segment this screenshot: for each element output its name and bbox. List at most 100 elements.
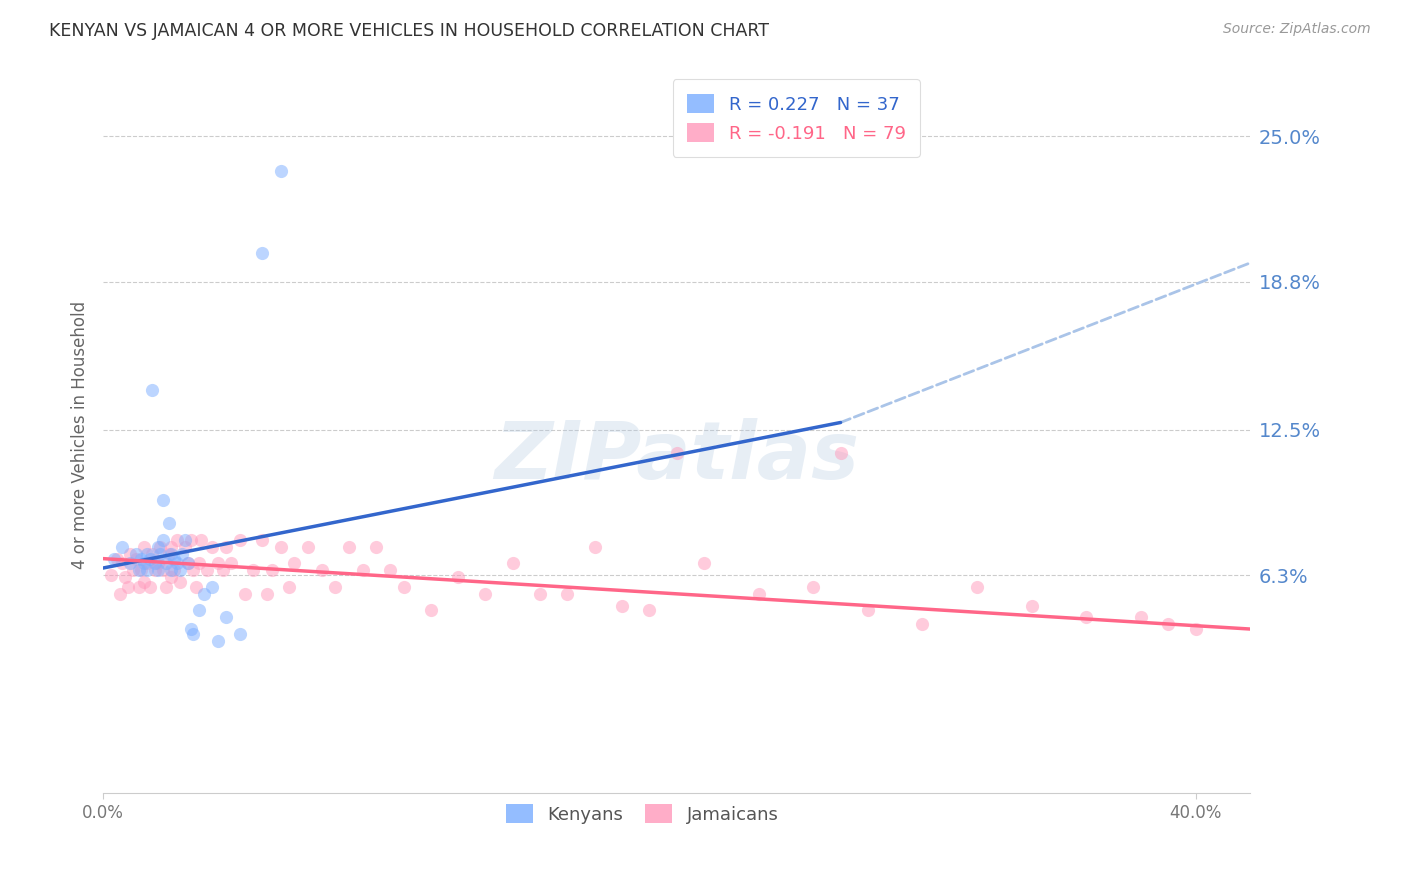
Point: [283, 557, 305, 571]
Point: [201, 580, 224, 594]
Point: [966, 580, 988, 594]
Point: [215, 540, 238, 554]
Point: [105, 551, 128, 566]
Point: [277, 580, 299, 594]
Point: [146, 557, 169, 571]
Text: Source: ZipAtlas.com: Source: ZipAtlas.com: [1223, 22, 1371, 37]
Point: [163, 563, 186, 577]
Point: [135, 563, 157, 577]
Point: [131, 551, 153, 566]
Point: [135, 557, 157, 571]
Point: [155, 557, 177, 571]
Text: KENYAN VS JAMAICAN 4 OR MORE VEHICLES IN HOUSEHOLD CORRELATION CHART: KENYAN VS JAMAICAN 4 OR MORE VEHICLES IN…: [49, 22, 769, 40]
Point: [149, 547, 172, 561]
Point: [557, 587, 579, 601]
Point: [177, 557, 200, 571]
Point: [419, 603, 441, 617]
Point: [233, 587, 256, 601]
Point: [152, 533, 174, 547]
Point: [131, 563, 153, 577]
Point: [132, 540, 155, 554]
Point: [180, 622, 202, 636]
Point: [250, 246, 273, 260]
Point: [117, 580, 139, 594]
Point: [242, 563, 264, 577]
Y-axis label: 4 or more Vehicles in Household: 4 or more Vehicles in Household: [72, 301, 89, 569]
Point: [143, 563, 166, 577]
Point: [262, 563, 284, 577]
Point: [502, 557, 524, 571]
Point: [748, 587, 770, 601]
Point: [132, 557, 155, 571]
Point: [155, 580, 177, 594]
Point: [215, 610, 238, 624]
Point: [181, 563, 204, 577]
Point: [529, 587, 551, 601]
Point: [856, 603, 879, 617]
Point: [128, 580, 150, 594]
Point: [187, 603, 209, 617]
Point: [120, 557, 142, 571]
Point: [174, 533, 197, 547]
Point: [228, 533, 250, 547]
Point: [1157, 617, 1180, 632]
Point: [207, 633, 229, 648]
Point: [250, 533, 273, 547]
Point: [172, 547, 194, 561]
Point: [392, 580, 415, 594]
Point: [177, 557, 200, 571]
Point: [108, 587, 131, 601]
Point: [174, 540, 197, 554]
Point: [221, 557, 243, 571]
Point: [195, 563, 218, 577]
Text: ZIPatlas: ZIPatlas: [494, 417, 859, 496]
Point: [187, 557, 209, 571]
Point: [146, 563, 169, 577]
Point: [152, 492, 174, 507]
Point: [132, 575, 155, 590]
Point: [114, 570, 136, 584]
Point: [256, 587, 278, 601]
Point: [201, 540, 224, 554]
Point: [125, 547, 148, 561]
Point: [160, 540, 183, 554]
Point: [141, 547, 163, 561]
Point: [166, 557, 188, 571]
Point: [128, 563, 150, 577]
Point: [665, 446, 688, 460]
Point: [638, 603, 661, 617]
Point: [143, 557, 166, 571]
Point: [830, 446, 852, 460]
Point: [270, 164, 292, 178]
Legend: Kenyans, Jamaicans: Kenyans, Jamaicans: [495, 793, 789, 834]
Point: [120, 547, 142, 561]
Point: [152, 563, 174, 577]
Point: [103, 551, 125, 566]
Point: [160, 563, 183, 577]
Point: [193, 587, 215, 601]
Point: [583, 540, 606, 554]
Point: [352, 563, 374, 577]
Point: [190, 533, 212, 547]
Point: [337, 540, 360, 554]
Point: [111, 540, 134, 554]
Point: [693, 557, 716, 571]
Point: [122, 563, 145, 577]
Point: [146, 540, 169, 554]
Point: [270, 540, 292, 554]
Point: [297, 540, 319, 554]
Point: [378, 563, 401, 577]
Point: [610, 599, 633, 613]
Point: [1130, 610, 1153, 624]
Point: [169, 575, 191, 590]
Point: [323, 580, 346, 594]
Point: [135, 547, 157, 561]
Point: [125, 551, 148, 566]
Point: [100, 568, 122, 582]
Point: [157, 516, 180, 531]
Point: [111, 557, 134, 571]
Point: [228, 626, 250, 640]
Point: [149, 540, 172, 554]
Point: [181, 626, 204, 640]
Point: [911, 617, 934, 632]
